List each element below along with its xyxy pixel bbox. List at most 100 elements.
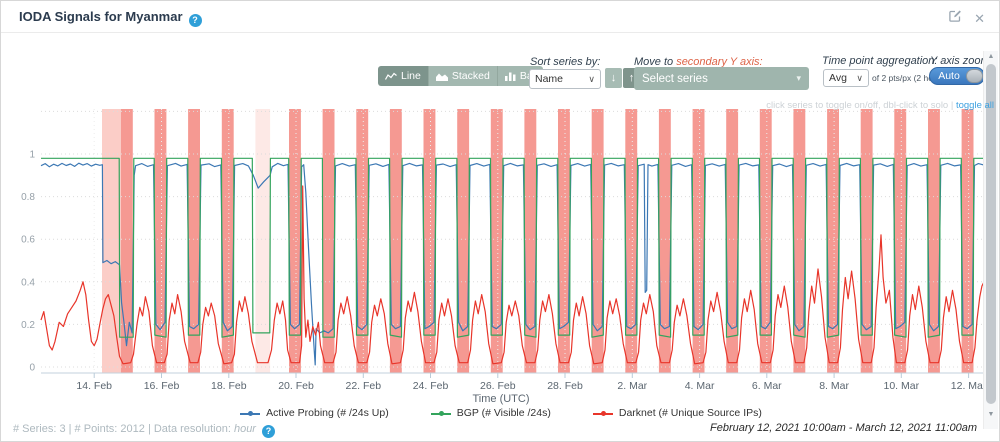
x-tick-label: 28. Feb <box>547 380 583 392</box>
x-tick-label: 20. Feb <box>278 380 314 392</box>
secondary-axis-accent: secondary Y axis: <box>676 56 763 68</box>
series-hint: click series to toggle on/off, dbl-click… <box>766 100 994 111</box>
dropdown-triangle-icon: ▾ <box>796 73 801 83</box>
x-tick-label: 26. Feb <box>480 380 516 392</box>
alert-band <box>860 109 873 373</box>
secondary-axis-label: Move to secondary Y axis: <box>634 56 763 68</box>
series-line[interactable] <box>40 185 985 365</box>
x-tick-label: 18. Feb <box>211 380 247 392</box>
y-tick-label: 0.8 <box>21 192 35 203</box>
x-tick-label: 24. Feb <box>413 380 449 392</box>
alert-band <box>221 109 234 373</box>
y-zoom-auto-toggle[interactable]: Auto <box>929 67 985 85</box>
chevron-down-icon: ∨ <box>588 73 595 84</box>
help-icon[interactable]: ? <box>261 425 275 438</box>
sort-series-select[interactable]: Name ∨ <box>529 69 601 89</box>
chart-type-switcher: Line Stacked Bar <box>378 66 544 86</box>
y-axis: 0 0.2 0.4 0.6 0.8 1 <box>21 150 35 374</box>
legend-marker <box>430 409 451 418</box>
y-tick-label: 0 <box>29 363 35 374</box>
alert-band <box>658 109 671 373</box>
y-tick-label: 1 <box>29 150 35 161</box>
alert-band <box>625 109 638 373</box>
aggregation-label: Time point aggregation: <box>822 55 938 67</box>
legend-marker <box>240 409 261 418</box>
edit-icon[interactable] <box>948 9 962 28</box>
x-tick-label: 2. Mar <box>617 380 647 392</box>
select-series-dropdown[interactable]: Select series ▾ <box>634 67 809 90</box>
x-tick-label: 4. Mar <box>685 380 715 392</box>
alert-band <box>356 109 369 373</box>
series-stats: # Series: 3 | # Points: 2012 | Data reso… <box>13 423 275 438</box>
x-tick-label: 12. Mar <box>951 380 987 392</box>
y-tick-label: 0.4 <box>21 277 35 288</box>
x-tick-label: 6. Mar <box>752 380 782 392</box>
line-chart-button[interactable]: Line <box>378 66 429 86</box>
alert-band <box>154 109 167 373</box>
legend-item-bgp[interactable]: BGP (# Visible /24s) <box>430 407 551 419</box>
gridlines <box>41 109 984 373</box>
aggregation-note: of 2 pts/px (2 hours) <box>872 73 948 83</box>
stacked-chart-icon <box>435 73 448 81</box>
alert-band <box>591 109 604 373</box>
sort-series-label: Sort series by: <box>530 56 601 68</box>
sort-descending-button[interactable]: ↓ <box>605 68 622 88</box>
alert-band <box>928 109 940 373</box>
alert-band <box>524 109 537 373</box>
series-line[interactable] <box>40 162 985 366</box>
x-tick-label: 14. Feb <box>76 380 112 392</box>
toggle-knob <box>966 69 983 83</box>
series-bgp[interactable] <box>41 157 984 338</box>
close-icon[interactable]: ✕ <box>974 10 985 26</box>
alert-band <box>490 109 503 373</box>
x-tick-label: 22. Feb <box>345 380 381 392</box>
alert-band <box>961 109 974 373</box>
alert-band <box>120 109 133 373</box>
line-chart-icon <box>385 72 397 80</box>
legend-item-active-probing[interactable]: Active Probing (# /24s Up) <box>240 407 389 419</box>
vertical-scrollbar[interactable]: ▲ ▼ <box>983 51 998 429</box>
x-tick-label: 10. Mar <box>883 380 919 392</box>
y-zoom-label: Y axis zoom: <box>930 55 993 67</box>
x-axis: 14. Feb 16. Feb 18. Feb 20. Feb 22. Feb 24. F… <box>41 372 987 392</box>
alert-bands <box>102 109 974 373</box>
date-range: February 12, 2021 10:00am - March 12, 20… <box>709 422 977 434</box>
alert-band <box>692 109 705 373</box>
alert-band <box>759 109 772 373</box>
scroll-up-icon[interactable]: ▲ <box>987 53 995 60</box>
y-tick-label: 0.2 <box>21 320 35 331</box>
legend-marker <box>592 409 613 418</box>
x-axis-title: Time (UTC) <box>472 393 530 405</box>
chart-legend: Active Probing (# /24s Up) BGP (# Visibl… <box>1 407 999 419</box>
scrollbar-thumb[interactable] <box>986 64 996 404</box>
alert-band <box>289 109 301 373</box>
y-tick-label: 0.6 <box>21 235 35 246</box>
x-tick-label: 8. Mar <box>819 380 849 392</box>
chevron-down-icon: ∨ <box>856 72 863 83</box>
aggregation-select[interactable]: Avg ∨ <box>823 69 869 87</box>
stacked-chart-button[interactable]: Stacked <box>428 66 498 86</box>
alert-band <box>102 109 121 373</box>
alert-band <box>255 109 271 373</box>
x-tick-label: 16. Feb <box>144 380 180 392</box>
widget-header: IODA Signals for Myanmar? ✕ <box>1 1 999 33</box>
series-line[interactable] <box>41 157 984 338</box>
alert-band <box>894 109 907 373</box>
legend-item-darknet[interactable]: Darknet (# Unique Source IPs) <box>592 407 762 419</box>
alert-band <box>457 109 470 373</box>
alert-band <box>322 109 335 373</box>
series-darknet[interactable] <box>40 185 985 365</box>
alert-band <box>188 109 200 373</box>
alert-band <box>558 109 570 373</box>
toggle-all-link[interactable]: toggle all <box>955 100 994 111</box>
alert-band <box>423 109 436 373</box>
page-title: IODA Signals for Myanmar? <box>19 9 202 27</box>
alert-band <box>793 109 806 373</box>
scroll-down-icon[interactable]: ▼ <box>987 411 995 418</box>
bar-chart-icon <box>504 72 516 81</box>
series-active[interactable] <box>40 162 985 366</box>
alert-band <box>726 109 739 373</box>
help-icon[interactable]: ? <box>188 14 202 27</box>
